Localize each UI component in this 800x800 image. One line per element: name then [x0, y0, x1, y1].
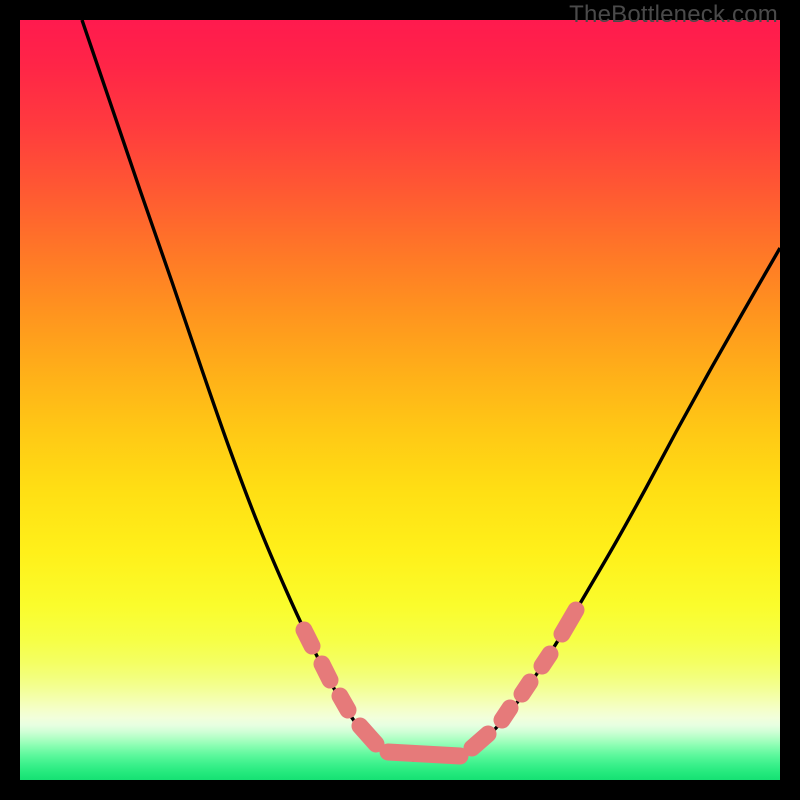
dash-segment	[502, 708, 510, 720]
dash-segment	[340, 696, 348, 710]
dash-segment	[360, 726, 376, 744]
dash-segment	[388, 752, 460, 756]
gradient-background	[20, 20, 780, 780]
bottleneck-curve-chart	[20, 20, 780, 780]
dash-segment	[304, 630, 312, 646]
dash-segment	[562, 610, 576, 634]
chart-frame: TheBottleneck.com	[0, 0, 800, 800]
watermark-text: TheBottleneck.com	[569, 1, 778, 29]
dash-segment	[472, 734, 488, 748]
dash-segment	[522, 682, 530, 694]
dash-segment	[542, 654, 550, 666]
dash-segment	[322, 664, 330, 680]
plot-area	[20, 20, 780, 780]
